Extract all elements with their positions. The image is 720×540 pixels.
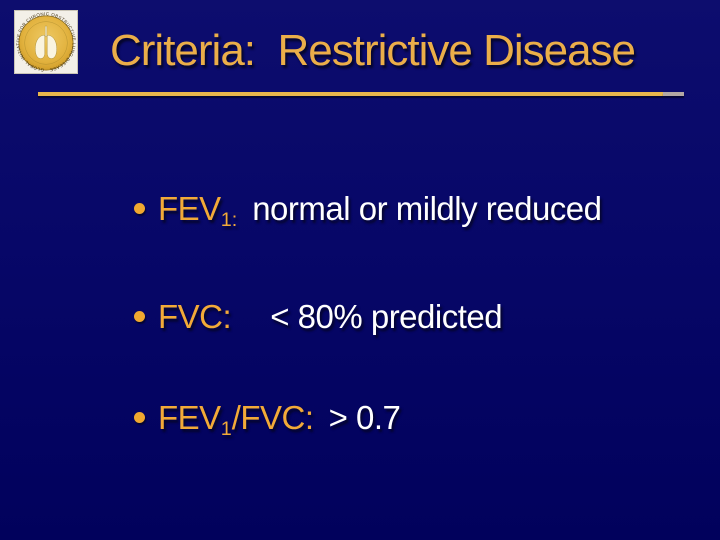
bullet-label-subscript: 1 [220,417,232,440]
bullet-item-fev1-fvc-ratio: FEV1/FVC: > 0.7 [82,361,401,479]
bullet-text: < 80% predicted [270,298,503,335]
bullet-label: FEV [158,399,221,436]
slide-title: Criteria: Restrictive Disease [110,26,636,75]
bullet-item-fev1: FEV1: normal or mildly reduced [82,152,602,270]
title-underline [38,92,663,96]
bullet-text: normal or mildly reduced [252,190,602,227]
lungs-emblem-icon: GLOBAL INITIATIVE FOR CHRONIC OBSTRUCTIV… [15,11,76,72]
bullet-text: > 0.7 [328,399,401,436]
bullet-item-fvc: FVC: < 80% predicted [82,260,503,378]
bullet-label: FEV [158,190,221,227]
title-underline-cap [663,92,684,96]
bullet-icon [134,411,146,423]
bullet-label-subscript: 1: [220,208,238,231]
bullet-icon [134,310,146,322]
bullet-label: FVC: [158,298,232,335]
bullet-icon [134,202,146,214]
bullet-label-suffix: /FVC: [231,399,314,436]
gold-logo: GLOBAL INITIATIVE FOR CHRONIC OBSTRUCTIV… [14,10,78,74]
lungs-icon [34,25,58,59]
